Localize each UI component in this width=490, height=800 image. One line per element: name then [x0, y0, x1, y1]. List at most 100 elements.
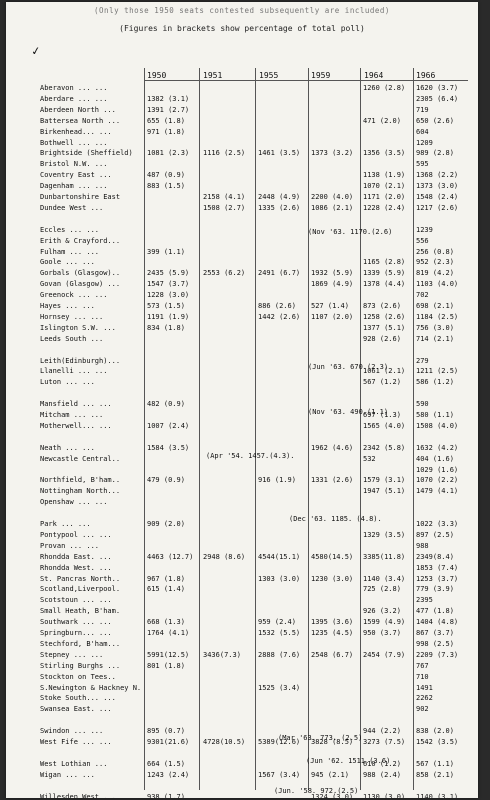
vote-cell-1966: 719 — [416, 105, 429, 114]
constituency-name: Scotland,Liverpool. — [40, 585, 121, 594]
vote-cell-1950: 668 (1.3) — [147, 618, 185, 627]
constituency-name: Swindon ... ... — [40, 727, 104, 736]
vote-cell-1950: 938 (1.7) — [147, 792, 185, 799]
vote-cell-1966: 1620 (3.7) — [416, 84, 459, 92]
vote-cell-1964: 1140 (3.4) — [363, 574, 406, 583]
vote-cell-1964: 3273 (7.5) — [363, 738, 406, 746]
by-election-note: (Mar '63. 773. (2.5) — [278, 734, 363, 742]
vote-cell-1964: 944 (2.2) — [363, 727, 401, 736]
vote-cell-1959: 1324 (3.0) — [311, 792, 354, 799]
vote-cell-1964: 3385(11.8) — [363, 552, 406, 561]
constituency-name: West Fife ... ... — [40, 738, 112, 746]
vote-cell-1964: 610 (1.2) — [363, 759, 401, 768]
column-rule — [413, 68, 414, 790]
vote-cell-1966: 1209 — [416, 138, 433, 147]
vote-cell-1950: 655 (1.8) — [147, 116, 185, 125]
vote-cell-1955: 5389(12.6) — [258, 738, 301, 746]
document-page: (Only those 1950 seats contested subsequ… — [6, 2, 478, 798]
handwritten-tick-mark: ✓ — [30, 43, 41, 60]
vote-cell-1966: 1239 — [416, 225, 433, 234]
vote-cell-1964: 1329 (3.5) — [363, 530, 406, 539]
vote-cell-1966: 1184 (2.5) — [416, 312, 459, 321]
vote-cell-1959: 1230 (3.0) — [311, 574, 354, 583]
column-rule — [144, 68, 145, 790]
constituency-name: Govan (Glasgow) ... — [40, 280, 121, 289]
vote-cell-1966: 1211 (2.5) — [416, 367, 459, 376]
vote-cell-1966: 1373 (3.0) — [416, 182, 459, 191]
vote-cell-1966: 867 (3.7) — [416, 629, 454, 637]
vote-cell-1950: 1243 (2.4) — [147, 770, 190, 779]
constituency-name: Birkenhead... ... — [40, 127, 112, 136]
vote-cell-1966: 2209 (7.3) — [416, 650, 459, 659]
vote-cell-1966: 858 (2.1) — [416, 770, 454, 779]
vote-cell-1964: 926 (3.2) — [363, 607, 401, 616]
vote-cell-1951: 1116 (2.5) — [203, 149, 246, 158]
vote-cell-1964: 697 (1.3) — [363, 411, 401, 419]
vote-cell-1955: 2888 (7.6) — [258, 650, 301, 659]
constituency-name: Park ... ... — [40, 520, 91, 528]
vote-cell-1966: 1022 (3.3) — [416, 520, 459, 528]
vote-cell-1950: 909 (2.0) — [147, 520, 185, 528]
vote-cell-1950: 1382 (3.1) — [147, 94, 190, 103]
vote-cell-1966: 989 (2.8) — [416, 149, 454, 158]
vote-cell-1964: 1171 (2.0) — [363, 193, 406, 201]
vote-cell-1964: 1130 (3.0) — [363, 792, 406, 799]
vote-cell-1966: 767 — [416, 661, 429, 670]
column-rule — [255, 68, 256, 790]
vote-cell-1966: 902 — [416, 705, 429, 714]
constituency-name: Stepney ... ... — [40, 650, 104, 659]
vote-cell-1964: 873 (2.6) — [363, 302, 401, 310]
vote-cell-1950: 1191 (1.9) — [147, 312, 190, 321]
constituency-name: Bristol N.W. ... — [40, 160, 108, 169]
vote-cell-1950: 615 (1.4) — [147, 585, 185, 594]
subtitle: (Figures in brackets show percentage of … — [119, 24, 365, 33]
vote-cell-1964: 1565 (4.0) — [363, 421, 406, 430]
constituency-name: Mansfield ... ... — [40, 400, 112, 409]
vote-cell-1951: 3436(7.3) — [203, 650, 241, 659]
vote-cell-1966: 604 — [416, 127, 429, 136]
vote-cell-1959: 1107 (2.0) — [311, 312, 354, 321]
constituency-name: Stechford, B'ham... — [40, 639, 121, 648]
vote-cell-1955: 1335 (2.6) — [258, 203, 301, 212]
vote-cell-1964: 1260 (2.8) — [363, 84, 406, 92]
vote-cell-1966: 2305 (6.4) — [416, 94, 459, 103]
vote-cell-1951: 1508 (2.7) — [203, 203, 246, 212]
vote-cell-1966: 698 (2.1) — [416, 302, 454, 310]
vote-cell-1964: 567 (1.2) — [363, 378, 401, 387]
constituency-name: Rhondda East. ... — [40, 552, 112, 561]
by-election-note: (Jun '62. 1511.(3.6) — [306, 757, 391, 765]
constituency-name: Hayes ... ... — [40, 302, 95, 310]
constituency-name: Leith(Edinburgh)... — [40, 356, 121, 365]
vote-cell-1955: 4544(15.1) — [258, 552, 301, 561]
constituency-name: Stoke South... ... — [40, 694, 116, 703]
vote-cell-1959: 4580(14.5) — [311, 552, 354, 561]
constituency-name: Scotstoun ... ... — [40, 596, 112, 605]
constituency-name: Gorbals (Glasgow).. — [40, 269, 121, 278]
constituency-name: Dagenham ... ... — [40, 182, 108, 191]
constituency-name: Openshaw ... ... — [40, 498, 108, 507]
vote-cell-1959: 3828 (8.5) — [311, 738, 354, 746]
vote-cell-1955: 1303 (3.0) — [258, 574, 301, 583]
constituency-name: Motherwell... ... — [40, 421, 112, 430]
vote-cell-1959: 1962 (4.6) — [311, 443, 354, 452]
vote-cell-1966: 556 — [416, 236, 429, 245]
vote-cell-1950: 1081 (2.3) — [147, 149, 190, 158]
constituency-name: Hornsey ... ... — [40, 312, 104, 321]
vote-cell-1959: 2548 (6.7) — [311, 650, 354, 659]
constituency-name: Rhondda West. ... — [40, 563, 112, 572]
vote-cell-1966: 756 (3.0) — [416, 323, 454, 332]
constituency-name: Aberdeen North ... — [40, 105, 116, 114]
vote-cell-1966: 1103 (4.0) — [416, 280, 459, 289]
vote-cell-1950: 971 (1.8) — [147, 127, 185, 136]
constituency-name: Northfield, B'ham.. — [40, 476, 121, 485]
vote-cell-1966: 710 — [416, 672, 429, 681]
vote-cell-1964: 1061 (2.1) — [363, 367, 406, 376]
vote-cell-1964: 2342 (5.8) — [363, 443, 406, 452]
top-note: (Only those 1950 seats contested subsequ… — [94, 6, 390, 15]
constituency-name: Springburn... ... — [40, 629, 112, 637]
vote-cell-1955: 886 (2.6) — [258, 302, 296, 310]
vote-cell-1966: 838 (2.0) — [416, 727, 454, 736]
constituency-name: Bothwell ... ... — [40, 138, 108, 147]
vote-cell-1964: 950 (3.7) — [363, 629, 401, 637]
vote-cell-1966: 567 (1.1) — [416, 759, 454, 768]
